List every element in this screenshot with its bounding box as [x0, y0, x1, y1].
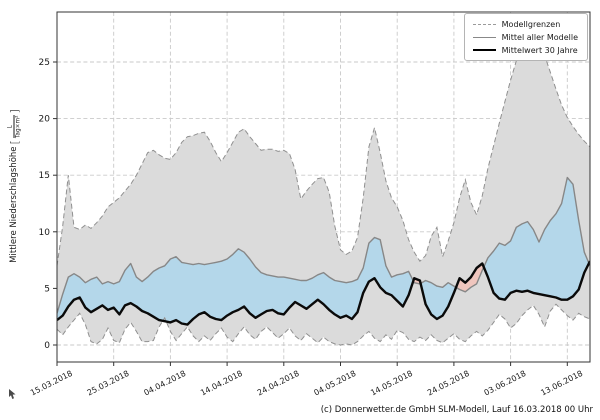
x-tick-label: 25.03.2018: [86, 369, 131, 398]
model-min-line: [57, 303, 590, 346]
model-range-band: [57, 30, 590, 346]
y-axis-title-text: Mittlere Niederschlagshöhe: [9, 146, 19, 263]
x-tick-label: 15.03.2018: [29, 369, 74, 398]
x-tick-label: 04.05.2018: [313, 369, 358, 398]
y-tick-label: 15: [39, 171, 50, 181]
mean-30y-line: [57, 260, 590, 326]
y-tick-label: 0: [44, 341, 50, 351]
model-mean-line: [57, 176, 590, 314]
plot-frame: [56, 11, 591, 363]
x-tick-label: 13.06.2018: [539, 369, 584, 398]
unit-fraction: L Tag×m²: [8, 115, 22, 139]
y-tick-labels: 0 5 10 15 20 25: [39, 58, 57, 351]
legend-label: Modellgrenzen: [501, 19, 561, 29]
dashed-line-sample-icon: [472, 23, 496, 25]
legend-label: Mittelwert 30 Jahre: [501, 45, 578, 55]
legend-entry-modellgrenzen: Modellgrenzen: [472, 19, 578, 29]
x-tick-label: 14.05.2018: [369, 369, 414, 398]
y-tick-label: 25: [39, 58, 50, 68]
x-tick-label: 14.04.2018: [199, 369, 244, 398]
model-max-line: [57, 30, 590, 266]
y-tick-label: 20: [39, 115, 51, 125]
y-tick-label: 5: [44, 284, 50, 294]
unit-bracket-close: ]: [7, 109, 21, 114]
copyright-footer: (c) Donnerwetter.de GmbH SLM-Modell, Lau…: [320, 405, 593, 415]
x-tick-label: 04.04.2018: [142, 369, 187, 398]
unit-denominator: Tag×m²: [13, 115, 22, 139]
mouse-cursor-icon: [9, 389, 16, 399]
x-tick-labels: 15.03.2018 25.03.2018 04.04.2018 14.04.2018…: [29, 362, 584, 398]
gray-line-sample-icon: [472, 36, 496, 38]
legend-label: Mittel aller Modelle: [501, 32, 578, 42]
legend: Modellgrenzen Mittel aller Modelle Mitte…: [463, 13, 588, 61]
x-tick-label: 03.06.2018: [483, 369, 528, 398]
unit-bracket-open: [: [7, 140, 21, 145]
y-axis-title: Mittlere Niederschlagshöhe [ L Tag×m² ]: [5, 86, 23, 286]
legend-entry-mittel-aller-modelle: Mittel aller Modelle: [472, 32, 578, 42]
x-tick-label: 24.04.2018: [256, 369, 301, 398]
x-tick-label: 24.05.2018: [426, 369, 471, 398]
y-tick-label: 10: [39, 228, 51, 238]
black-line-sample-icon: [472, 49, 496, 51]
legend-entry-mittelwert-30-jahre: Mittelwert 30 Jahre: [472, 45, 578, 55]
